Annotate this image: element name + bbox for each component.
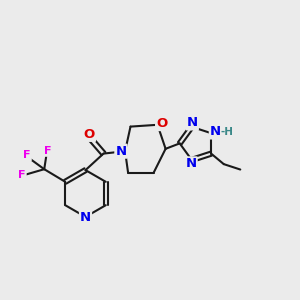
- Text: N: N: [115, 145, 127, 158]
- Text: N: N: [187, 116, 198, 130]
- Text: F: F: [44, 146, 52, 156]
- Text: F: F: [23, 150, 31, 161]
- Text: N: N: [210, 125, 221, 139]
- Text: N: N: [186, 157, 197, 170]
- Text: O: O: [84, 128, 95, 141]
- Text: -H: -H: [221, 127, 234, 137]
- Text: O: O: [156, 117, 167, 130]
- Text: F: F: [18, 169, 26, 180]
- Text: N: N: [80, 211, 91, 224]
